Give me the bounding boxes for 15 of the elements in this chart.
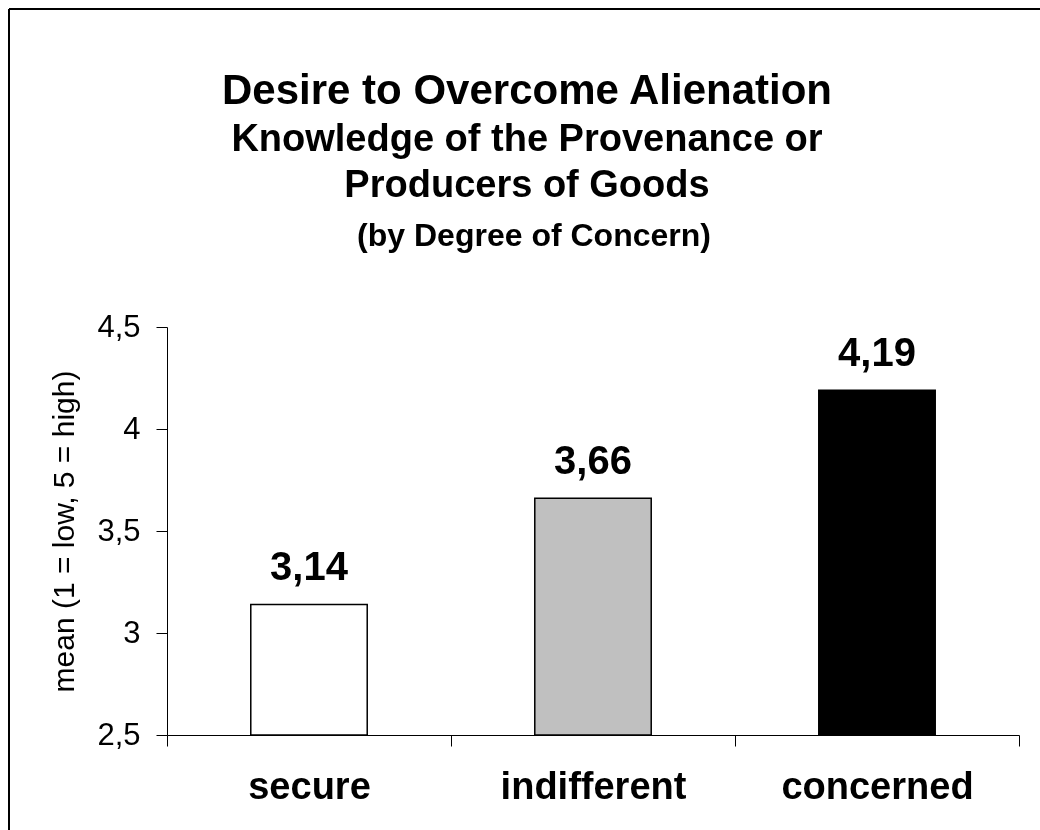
text: (by Degree of Concern) [357,217,711,253]
x-tick-label: indifferent [500,764,687,807]
y-axis-title: mean (1 = low, 5 = high) [47,370,81,693]
chart-subtitle: Knowledge of the Provenance or Producers of Goods [231,117,823,205]
x-tick-label: secure [248,764,371,807]
data-label: 4,19 [838,330,916,375]
y-tick-label: 2,5 [97,716,141,752]
y-tick-label: 3 [123,614,141,650]
y-tick-label: 4,5 [97,308,141,344]
y-tick-label: 4 [123,410,141,446]
chart-title: Desire to Overcome Alienation [222,66,832,113]
y-tick-label: 3,5 [97,512,141,548]
data-label: 3,66 [554,438,632,483]
x-tick-label: concerned [781,764,974,807]
data-label: 3,14 [270,544,349,589]
